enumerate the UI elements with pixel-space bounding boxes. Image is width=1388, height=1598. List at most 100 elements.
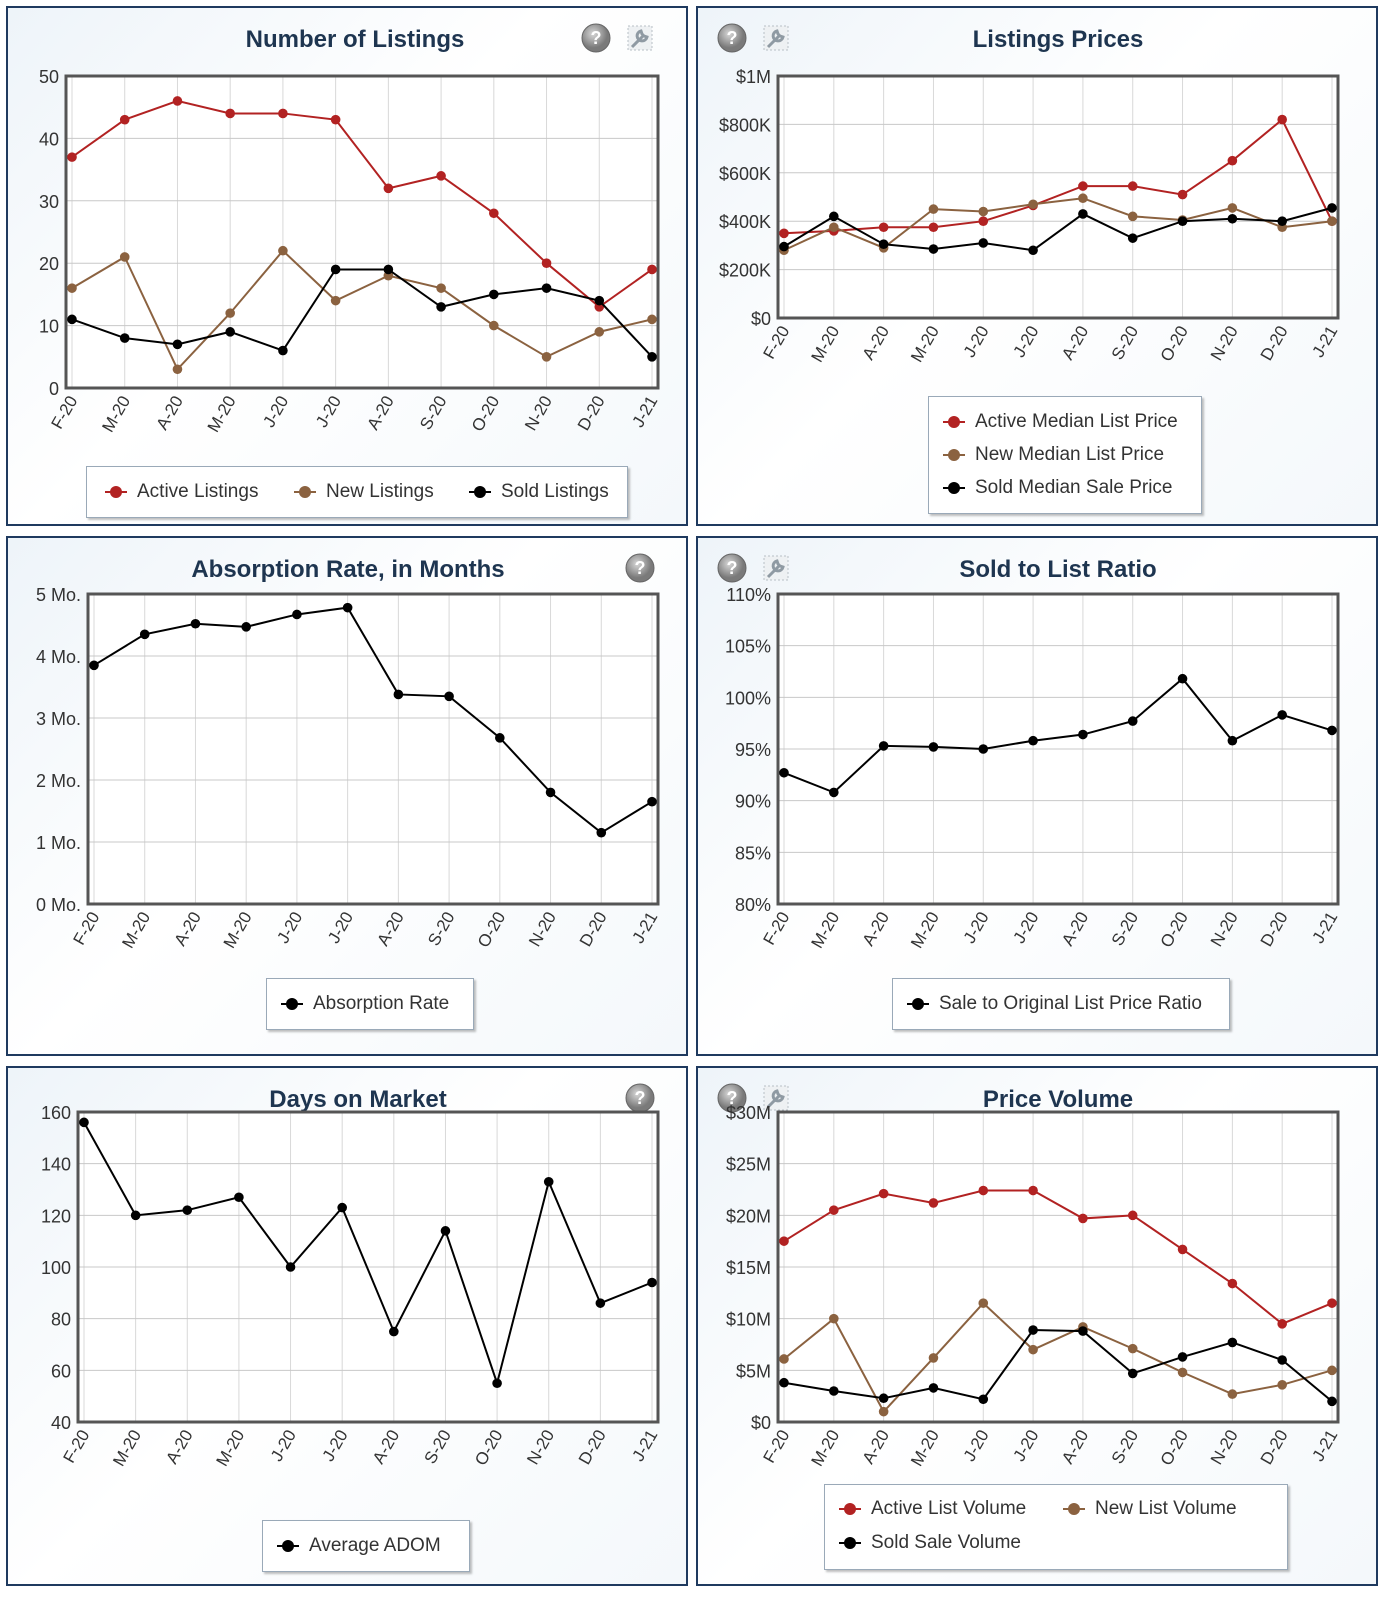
x-tick-label: J-21: [1308, 323, 1341, 361]
y-tick-label: 80: [51, 1310, 71, 1330]
data-point: [389, 1326, 399, 1337]
x-tick-label: M-20: [907, 1427, 943, 1470]
wrench-settings-icon[interactable]: [624, 22, 656, 54]
data-point: [67, 283, 77, 293]
data-point: [1277, 1319, 1287, 1329]
data-point: [1078, 729, 1088, 740]
plot-frame: [776, 1110, 1340, 1424]
y-tick-label: 105%: [725, 637, 771, 657]
data-point: [119, 333, 130, 343]
data-point: [829, 222, 839, 233]
x-tick-label: D-20: [1257, 1427, 1292, 1468]
y-tick-label: 160: [41, 1103, 71, 1123]
y-tick-label: $5M: [736, 1361, 771, 1381]
data-point: [978, 238, 989, 248]
legend-item[interactable]: Average ADOM: [275, 1534, 441, 1558]
x-tick-label: J-21: [628, 909, 661, 947]
data-point: [1177, 1367, 1188, 1378]
legend-item[interactable]: Active List Volume: [837, 1497, 1026, 1521]
legend-label: Active List Volume: [871, 1498, 1027, 1519]
legend-marker-icon: [277, 1540, 299, 1552]
y-tick-label: 85%: [735, 843, 771, 863]
x-tick-label: M-20: [204, 393, 240, 436]
help-icon[interactable]: ?: [580, 22, 612, 54]
data-point: [1277, 710, 1287, 720]
legend-marker-icon: [105, 486, 127, 498]
legend-marker-icon: [294, 486, 316, 498]
wrench-settings-icon[interactable]: [760, 1082, 792, 1114]
help-icon[interactable]: ?: [716, 1082, 748, 1114]
wrench-settings-icon[interactable]: [760, 22, 792, 54]
x-tick-label: J-21: [1308, 1427, 1341, 1465]
data-point: [1277, 1380, 1287, 1390]
help-icon[interactable]: ?: [716, 22, 748, 54]
data-point: [342, 602, 353, 613]
data-point: [67, 152, 77, 162]
data-point: [1127, 1210, 1138, 1221]
x-tick-label: A-20: [1058, 909, 1092, 950]
legend-item[interactable]: Active Listings: [103, 480, 258, 504]
legend-item[interactable]: New List Volume: [1061, 1497, 1237, 1521]
plot-area: 0 Mo.1 Mo.2 Mo.3 Mo.4 Mo.5 Mo.F-20 M-20 A-…: [36, 585, 661, 952]
data-point: [928, 1198, 939, 1208]
y-tick-label: $0: [751, 309, 771, 329]
legend-item[interactable]: New Listings: [292, 480, 434, 504]
svg-text:?: ?: [635, 558, 646, 578]
legend: Sale to Original List Price Ratio: [892, 978, 1230, 1030]
svg-text:?: ?: [591, 28, 602, 48]
data-point: [241, 622, 251, 632]
data-point: [878, 1393, 889, 1404]
chart-title: Number of Listings: [245, 26, 465, 53]
data-point: [89, 660, 99, 671]
wrench-settings-icon[interactable]: [760, 552, 792, 584]
panel-listings-prices: ? Listings Prices $0 $200K $400K $600K $800K…: [696, 6, 1378, 526]
data-point: [489, 208, 499, 219]
data-point: [1177, 1352, 1188, 1362]
data-point: [1028, 1344, 1038, 1355]
legend-item[interactable]: New Median List Price: [941, 443, 1164, 467]
x-tick-label: M-20: [807, 323, 843, 366]
y-tick-label: 5 Mo.: [36, 585, 81, 605]
svg-text:?: ?: [727, 28, 738, 48]
data-point: [278, 108, 288, 119]
data-point: [436, 171, 446, 181]
plot-frame: [64, 74, 660, 390]
data-point: [1327, 725, 1337, 736]
legend-item[interactable]: Active Median List Price: [941, 410, 1178, 434]
help-icon[interactable]: ?: [716, 552, 748, 584]
y-tick-label: 40: [39, 129, 59, 149]
legend-label: New Listings: [326, 481, 434, 502]
help-icon[interactable]: ?: [624, 552, 656, 584]
y-tick-label: 0 Mo.: [36, 895, 81, 915]
y-tick-label: $15M: [726, 1258, 771, 1278]
svg-text:?: ?: [727, 1088, 738, 1108]
data-point: [647, 352, 657, 362]
data-point: [119, 114, 130, 125]
legend-label: New Median List Price: [975, 444, 1165, 465]
legend-label: Absorption Rate: [313, 993, 450, 1014]
legend-label: New List Volume: [1095, 1498, 1237, 1519]
y-tick-label: 60: [51, 1361, 71, 1381]
y-tick-label: 4 Mo.: [36, 647, 81, 667]
data-point: [1028, 199, 1038, 210]
plot-area: $0$200K$400K$600K$800K$1MF-20 M-20 A-20 M-2…: [719, 67, 1342, 366]
series-line: [783, 1189, 1333, 1325]
data-point: [190, 618, 201, 629]
legend-marker-icon: [1063, 1503, 1085, 1515]
legend-item[interactable]: Sold Listings: [467, 480, 609, 504]
data-point: [1277, 114, 1287, 125]
data-point: [1177, 673, 1188, 684]
svg-text:?: ?: [635, 1088, 646, 1108]
plot-frame: [76, 1110, 660, 1424]
y-tick-label: $200K: [719, 261, 771, 281]
x-tick-label: D-20: [576, 909, 611, 950]
legend-item[interactable]: Sold Median Sale Price: [941, 476, 1173, 500]
x-tick-label: J-20: [312, 393, 345, 431]
data-point: [440, 1226, 451, 1236]
data-point: [1127, 1368, 1138, 1379]
chart-title: Days on Market: [269, 1086, 447, 1113]
legend-item[interactable]: Sale to Original List Price Ratio: [905, 992, 1202, 1016]
legend-item[interactable]: Absorption Rate: [279, 992, 449, 1016]
data-point: [330, 114, 341, 125]
legend-item[interactable]: Sold Sale Volume: [837, 1531, 1021, 1555]
